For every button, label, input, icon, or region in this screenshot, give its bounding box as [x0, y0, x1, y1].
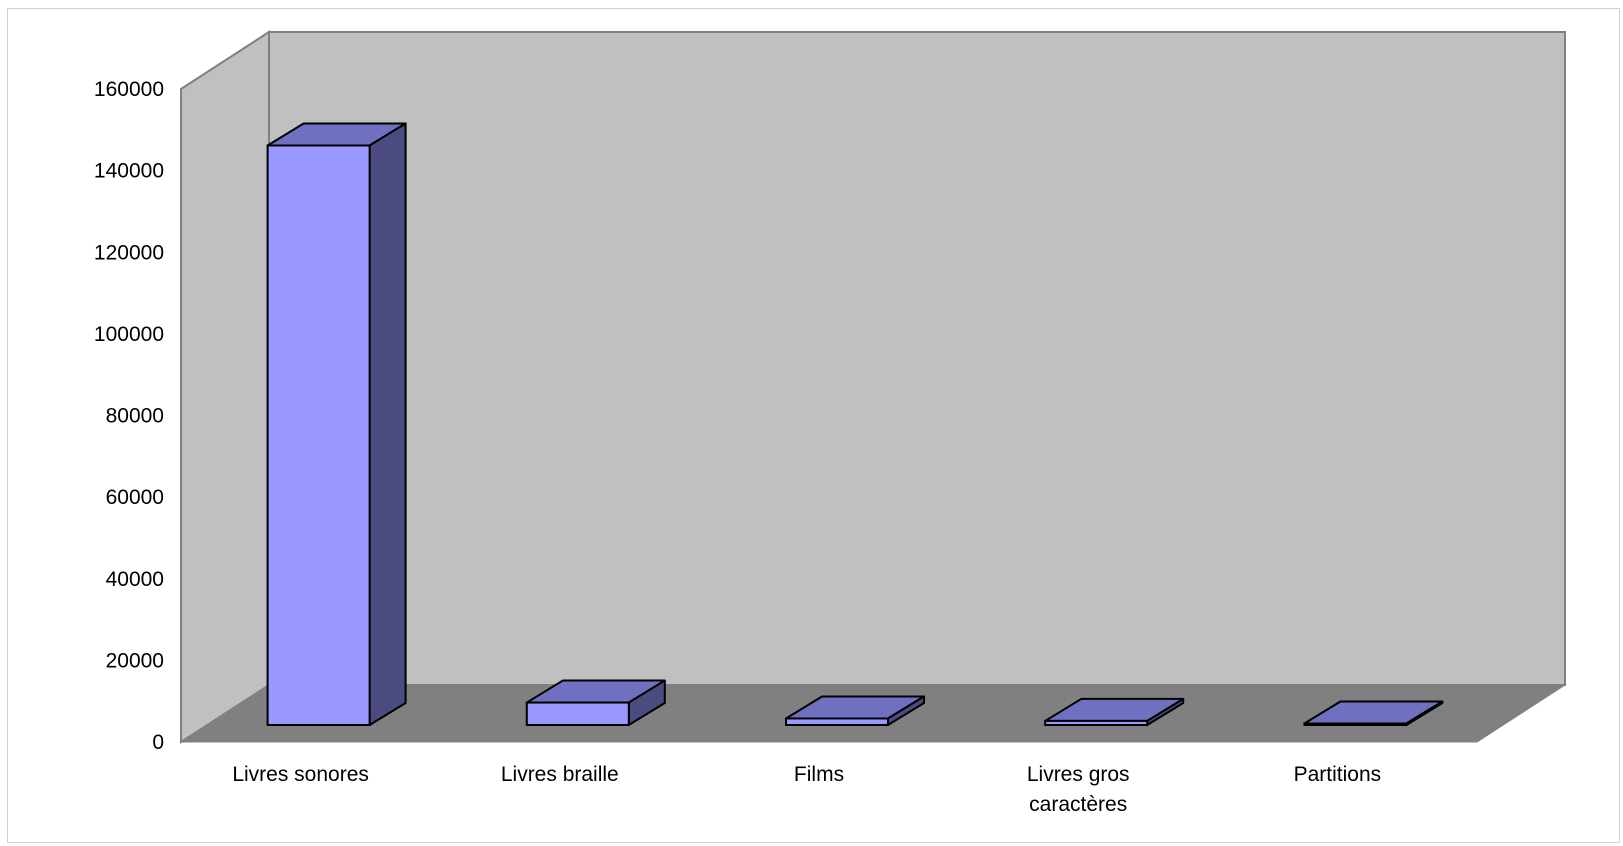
- x-category-label: Livres gros caractères: [1027, 763, 1130, 816]
- bars: [266, 122, 1444, 727]
- y-tick-label: 0: [152, 731, 164, 754]
- bar-front: [1044, 719, 1149, 727]
- y-tick-label: 140000: [94, 160, 164, 183]
- chart-walls: [179, 30, 1567, 744]
- x-category-label: Livres sonores: [232, 763, 369, 786]
- bar: [266, 122, 407, 726]
- bar-front: [266, 144, 371, 726]
- y-tick-label: 160000: [94, 78, 164, 101]
- bar-front: [1303, 722, 1408, 726]
- y-tick-label: 60000: [106, 486, 164, 509]
- x-category-label: Films: [794, 763, 844, 786]
- y-axis-ticks: 0 20000 40000 60000 80000 100000 120000 140000 1…: [94, 78, 164, 754]
- bar-front: [785, 717, 889, 726]
- bar: [1044, 697, 1185, 727]
- bar: [525, 679, 666, 726]
- x-axis-labels: Livres sonores Livres braille Films Livres …: [232, 763, 1381, 816]
- side-wall: [180, 30, 270, 744]
- back-wall: [268, 31, 1566, 686]
- y-tick-label: 40000: [106, 568, 164, 591]
- bar: [1303, 700, 1444, 726]
- y-tick-label: 120000: [94, 241, 164, 264]
- bar-side: [368, 122, 407, 726]
- y-tick-label: 100000: [94, 323, 164, 346]
- y-tick-label: 20000: [106, 649, 164, 672]
- y-tick-label: 80000: [106, 405, 164, 428]
- bar-front: [525, 701, 630, 726]
- bar: [785, 695, 925, 726]
- x-category-label: Livres braille: [501, 763, 619, 786]
- x-category-label: Partitions: [1294, 763, 1382, 786]
